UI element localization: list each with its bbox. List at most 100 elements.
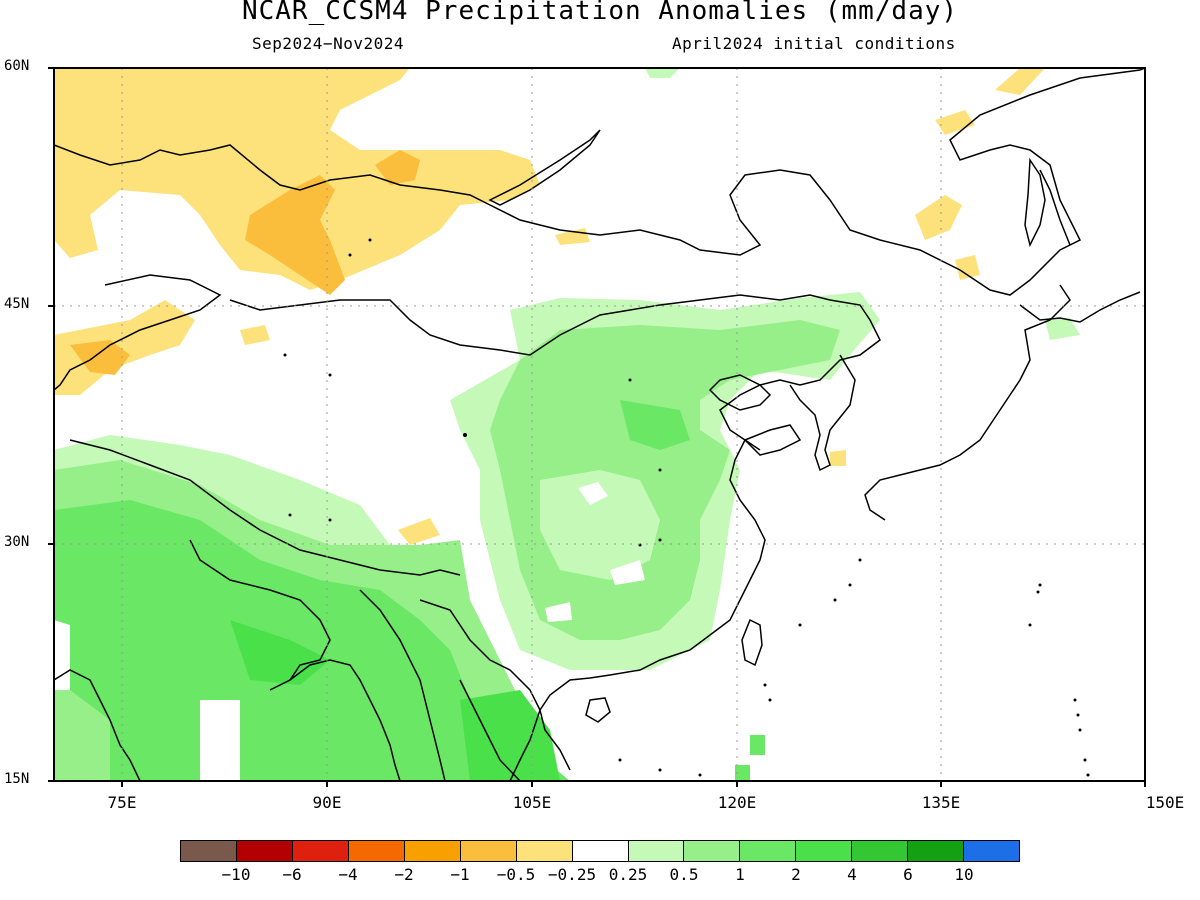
- lon-label-120e: 120E: [717, 793, 757, 812]
- island-dot: [763, 683, 767, 687]
- island-dot: [328, 518, 332, 522]
- wet-anomaly-region: [1045, 318, 1080, 340]
- wet-anomaly-region: [620, 400, 690, 450]
- wet-anomaly-region: [750, 735, 765, 755]
- island-dot: [698, 773, 702, 777]
- colorbar-swatch: [236, 841, 293, 861]
- island-dot: [1073, 698, 1077, 702]
- russia-coast: [949, 69, 1141, 247]
- lat-label-30n: 30N: [4, 534, 30, 550]
- wet-anomaly-region: [735, 765, 750, 781]
- dry-anomaly-region: [70, 340, 130, 375]
- colorbar-label: 6: [903, 865, 913, 884]
- colorbar-swatch: [348, 841, 405, 861]
- lat-label-45n: 45N: [4, 296, 30, 312]
- china-border-west: [229, 294, 881, 451]
- baikal: [488, 129, 601, 206]
- lon-label-75e: 75E: [107, 793, 137, 812]
- colorbar-label: 2: [791, 865, 801, 884]
- colorbar: [180, 840, 1020, 862]
- island-dot: [1036, 590, 1040, 594]
- init-subtitle: April2024 initial conditions: [672, 34, 956, 53]
- colorbar-swatch: [908, 841, 965, 861]
- island-dot: [1076, 713, 1080, 717]
- island-dot: [283, 353, 287, 357]
- island-dot: [658, 468, 662, 472]
- coastlines-borders: [54, 68, 1145, 781]
- colorbar-swatch: [796, 841, 853, 861]
- wet-anomaly-region: [54, 620, 70, 690]
- dry-anomaly-region: [915, 195, 962, 240]
- colorbar-label: −0.5: [496, 865, 536, 884]
- lat-label-15n: 15N: [4, 771, 30, 787]
- hainan: [585, 697, 611, 723]
- japan-main-islands: [864, 284, 1071, 521]
- lon-label-135e: 135E: [921, 793, 961, 812]
- island-dot: [1038, 583, 1042, 587]
- colorbar-label: 10: [954, 865, 974, 884]
- colorbar-swatch: [460, 841, 517, 861]
- wet-anomaly-region: [54, 500, 570, 781]
- map-title: NCAR_CCSM4 Precipitation Anomalies (mm/d…: [241, 0, 959, 26]
- colorbar-swatch: [404, 841, 461, 861]
- wet-anomaly-region: [540, 470, 660, 580]
- dry-anomaly-region: [935, 110, 975, 135]
- colorbar-label: −2: [394, 865, 414, 884]
- island-dot: [858, 558, 862, 562]
- colorbar-label: −4: [338, 865, 358, 884]
- lon-label-90e: 90E: [312, 793, 342, 812]
- gridlines: [54, 68, 1145, 781]
- season-subtitle: Sep2024−Nov2024: [252, 34, 404, 53]
- china-coast: [539, 439, 766, 771]
- island-dot: [463, 433, 467, 437]
- sakhalin: [1024, 157, 1046, 248]
- colorbar-label: 0.5: [669, 865, 699, 884]
- island-dot: [1078, 728, 1082, 732]
- bay-coast: [289, 659, 401, 781]
- island-dot: [833, 598, 837, 602]
- colorbar-swatch: [628, 841, 685, 861]
- island-dot: [798, 623, 802, 627]
- colorbar-label: −1: [450, 865, 470, 884]
- gulf-coast: [459, 679, 521, 781]
- india-coast: [54, 669, 141, 781]
- lon-label-105e: 105E: [512, 793, 552, 812]
- colorbar-label: −6: [282, 865, 302, 884]
- colorbar-swatch: [181, 841, 237, 861]
- colorbar-swatch: [572, 841, 629, 861]
- island-dot: [618, 758, 622, 762]
- colorbar-label: −0.25: [547, 865, 597, 884]
- island-dot: [1083, 758, 1087, 762]
- wet-anomaly-region: [578, 482, 608, 505]
- northern-border: [54, 144, 1071, 296]
- wet-anomaly-region: [610, 560, 645, 585]
- island-dot: [328, 373, 332, 377]
- wet-anomaly-region: [460, 690, 560, 781]
- lon-label-150e: 150E: [1145, 793, 1185, 812]
- wet-anomaly-region: [200, 700, 240, 781]
- bohai-coast: [708, 374, 772, 411]
- colorbar-swatch: [516, 841, 573, 861]
- himalaya-border: [69, 439, 461, 576]
- island-dot: [288, 513, 292, 517]
- kazakh-border: [54, 274, 222, 391]
- island-dot: [628, 378, 632, 382]
- axis-ticks: [48, 67, 1146, 787]
- colorbar-label: 0.25: [608, 865, 648, 884]
- colorbar-label: −10: [221, 865, 251, 884]
- dry-anomaly-region: [375, 150, 420, 185]
- dry-anomaly-region: [995, 68, 1045, 95]
- colorbar-swatch: [292, 841, 349, 861]
- colorbar-label: 1: [735, 865, 745, 884]
- dry-anomaly-region: [245, 175, 345, 295]
- colorbar-swatch: [964, 841, 1020, 861]
- island-dot: [768, 698, 772, 702]
- colorbar-label: 4: [847, 865, 857, 884]
- taiwan: [741, 618, 763, 667]
- dry-anomaly-region: [830, 450, 846, 466]
- wet-anomaly-region: [645, 68, 680, 78]
- island-dot: [368, 238, 372, 242]
- colorbar-swatch: [740, 841, 797, 861]
- wet-anomaly-region: [545, 602, 572, 622]
